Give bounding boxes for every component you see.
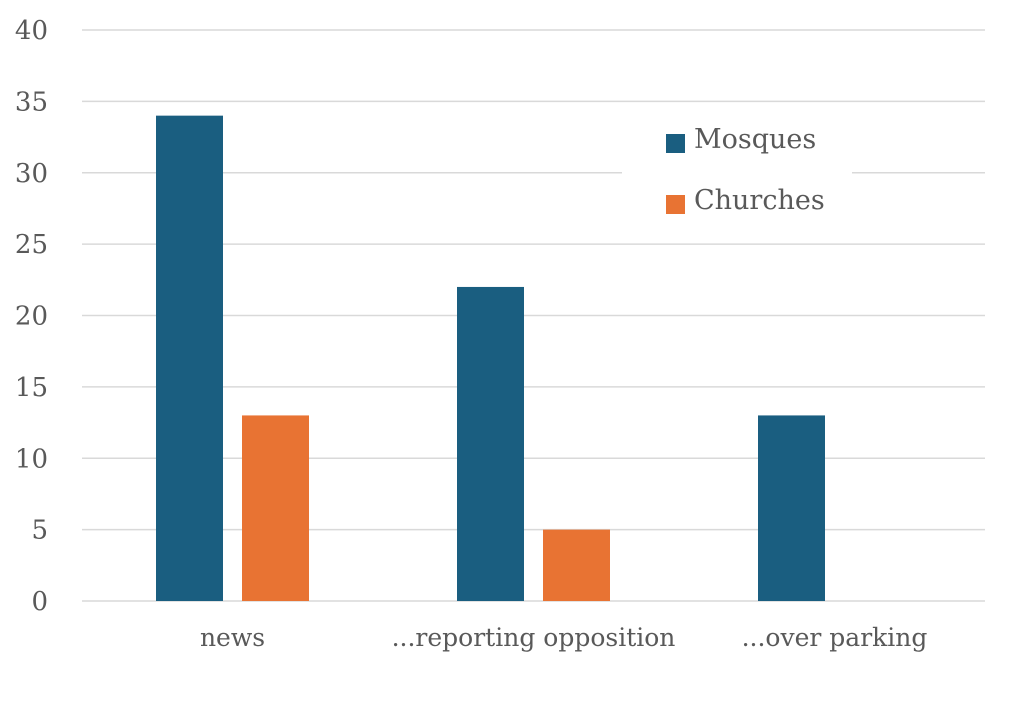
legend: Mosques Churches bbox=[622, 112, 852, 234]
y-tick-label: 5 bbox=[31, 516, 48, 546]
legend-swatch-churches bbox=[666, 195, 685, 214]
bar-churches-1 bbox=[543, 529, 610, 601]
bar-mosques-2 bbox=[758, 415, 825, 601]
y-tick-label: 25 bbox=[15, 230, 48, 260]
x-category-label: ...over parking bbox=[742, 623, 928, 652]
bar-mosques-1 bbox=[457, 286, 524, 601]
legend-label-mosques: Mosques bbox=[694, 124, 816, 155]
gridlines bbox=[82, 29, 985, 602]
x-axis-category-labels: news ...reporting opposition ...over parki… bbox=[200, 623, 927, 652]
y-tick-label: 20 bbox=[15, 302, 48, 332]
bar-mosques-0 bbox=[156, 115, 223, 602]
y-axis-tick-labels: 0 5 10 15 20 25 30 35 40 bbox=[15, 16, 48, 617]
legend-swatch-mosques bbox=[666, 134, 685, 153]
y-tick-label: 10 bbox=[15, 444, 48, 474]
bars bbox=[156, 115, 825, 602]
y-tick-label: 35 bbox=[15, 87, 48, 117]
y-tick-label: 30 bbox=[15, 159, 48, 189]
y-tick-label: 0 bbox=[31, 587, 48, 617]
x-category-label: ...reporting opposition bbox=[392, 623, 676, 652]
legend-label-churches: Churches bbox=[694, 185, 825, 216]
bar-churches-0 bbox=[242, 415, 309, 601]
x-category-label: news bbox=[200, 623, 265, 652]
y-tick-label: 40 bbox=[15, 16, 48, 46]
y-tick-label: 15 bbox=[15, 373, 48, 403]
legend-background bbox=[622, 112, 852, 234]
